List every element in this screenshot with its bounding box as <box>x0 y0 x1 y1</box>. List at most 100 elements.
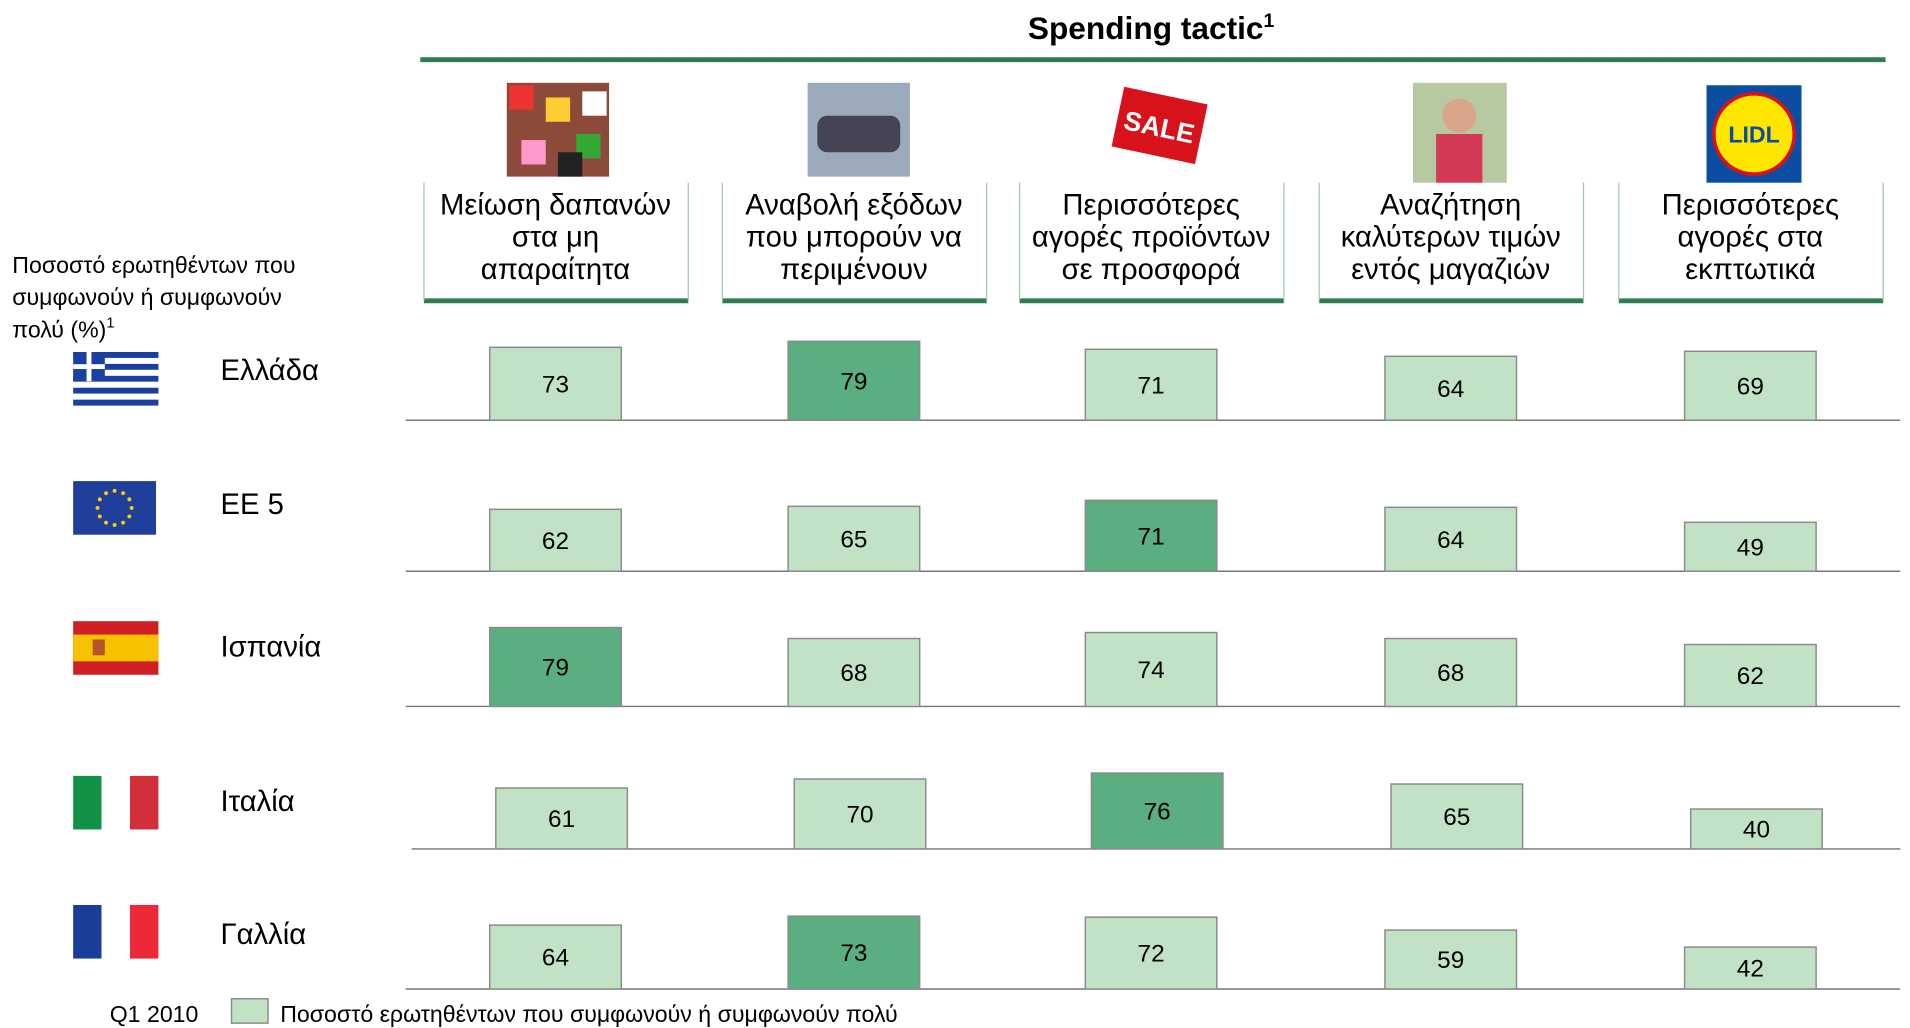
value-label: 64 <box>1437 376 1464 403</box>
bar <box>1084 499 1218 572</box>
bar <box>787 505 921 572</box>
column-label: απαραίτητα <box>481 254 630 286</box>
row-label: Ιταλία <box>221 786 295 818</box>
bar <box>488 924 622 990</box>
y-label: Ποσοστό ερωτηθέντων που <box>12 252 295 278</box>
flag-stripe <box>73 375 159 382</box>
bar <box>1084 348 1218 421</box>
bar <box>1384 637 1518 708</box>
y-label-footnote: 1 <box>106 316 114 332</box>
title-text: Spending tactic <box>1028 10 1264 46</box>
flag-star <box>104 491 108 496</box>
flag-stripe <box>73 352 159 358</box>
column-label: αγορές στα <box>1678 222 1824 254</box>
row-label: EE 5 <box>221 489 284 521</box>
column-label: Μείωση δαπανών <box>440 189 671 221</box>
flag-arms <box>92 639 105 656</box>
icon-lidl-circle <box>1711 91 1797 177</box>
value-label: 71 <box>1138 523 1165 550</box>
bar <box>488 626 622 708</box>
value-label: 74 <box>1138 657 1165 684</box>
column-label: που μπορούν να <box>746 222 962 254</box>
value-label: 42 <box>1737 956 1764 983</box>
period-label: Q1 2010 <box>110 1001 199 1027</box>
legend-swatch <box>230 998 269 1024</box>
value-label: 69 <box>1737 373 1764 400</box>
flag-band <box>101 904 131 959</box>
column-label: εντός μαγαζιών <box>1351 254 1550 286</box>
value-label: 62 <box>1737 663 1764 690</box>
flag-stripe <box>73 363 159 370</box>
y-label-line: Ποσοστό ερωτηθέντων που <box>12 252 295 278</box>
column-label: Αναζήτηση <box>1380 189 1521 221</box>
column-label: σε προσφορά <box>1062 254 1241 286</box>
bar <box>488 346 622 421</box>
row-label: Ισπανία <box>221 632 322 664</box>
flag-band <box>130 775 159 830</box>
flag-star <box>121 491 126 496</box>
value-label: 70 <box>846 802 873 829</box>
value-label: 62 <box>542 528 569 555</box>
value-label: 65 <box>840 526 867 553</box>
bar <box>793 778 927 850</box>
icon-car-body <box>817 115 901 153</box>
flag-stripe <box>73 393 159 400</box>
flag-stripe <box>73 357 159 364</box>
value-label: 73 <box>840 940 867 967</box>
flag-star <box>97 514 102 519</box>
icon-shopper-body <box>1436 133 1483 183</box>
bar <box>1683 643 1817 708</box>
value-label: 59 <box>1437 947 1464 974</box>
value-label: 64 <box>1437 527 1464 554</box>
value-label: 73 <box>542 371 569 398</box>
title-footnote: 1 <box>1264 10 1275 32</box>
y-label: συμφωνούν ή συμφωνούν <box>12 284 282 310</box>
flag-star <box>127 514 132 519</box>
bar <box>495 787 629 850</box>
flag-band <box>73 775 102 830</box>
bar <box>1384 506 1518 572</box>
bar <box>1683 521 1817 572</box>
value-label: 76 <box>1144 799 1171 826</box>
bar <box>1683 350 1817 421</box>
bar <box>488 508 622 572</box>
flag-band <box>73 904 102 959</box>
value-label: 68 <box>1437 660 1464 687</box>
flag-star <box>121 520 126 525</box>
flag-stripe <box>73 387 159 394</box>
icon-sale <box>1111 86 1208 165</box>
flag-stripe <box>73 369 159 376</box>
column-label: Περισσότερες <box>1062 189 1239 221</box>
value-label: 65 <box>1443 804 1470 831</box>
flag-band <box>130 904 159 959</box>
column-label: αγορές προϊόντων <box>1032 222 1271 254</box>
flag-star <box>97 497 102 502</box>
bar <box>1090 772 1224 850</box>
flag-band <box>73 634 159 662</box>
bar <box>787 915 921 990</box>
flag-star <box>129 505 134 510</box>
value-label: 71 <box>1138 372 1165 399</box>
column-label: περιμένουν <box>780 254 928 286</box>
flag-star <box>127 497 132 502</box>
icon-candy-piece <box>521 140 546 165</box>
icon-shopper-head <box>1442 98 1477 133</box>
icon-candy-piece <box>509 85 534 110</box>
column-label: στα μη <box>512 222 599 254</box>
chart-title: Spending tactic1 <box>1028 10 1275 46</box>
legend-label: Ποσοστό ερωτηθέντων που συμφωνούν ή συμφ… <box>280 1001 897 1027</box>
flag-star <box>95 505 100 510</box>
value-label: 49 <box>1737 534 1764 561</box>
flag-stripe <box>73 381 159 388</box>
bar <box>787 637 921 708</box>
bar <box>1689 808 1823 850</box>
column-label: Περισσότερες <box>1662 189 1839 221</box>
value-label: 61 <box>548 806 575 833</box>
row-label: Γαλλία <box>221 919 307 951</box>
y-label-line: πολύ (%) <box>12 316 106 342</box>
value-label: 72 <box>1138 941 1165 968</box>
value-label: 79 <box>542 655 569 682</box>
bar <box>1384 355 1518 421</box>
column-label: καλύτερων τιμών <box>1341 222 1561 254</box>
